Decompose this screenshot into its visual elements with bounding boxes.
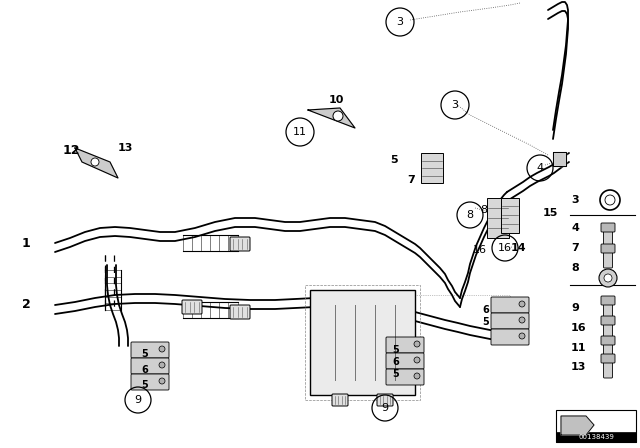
FancyBboxPatch shape (601, 244, 615, 253)
Polygon shape (553, 152, 566, 166)
FancyBboxPatch shape (601, 223, 615, 232)
Circle shape (414, 357, 420, 363)
FancyBboxPatch shape (310, 290, 415, 395)
Circle shape (159, 362, 165, 368)
FancyBboxPatch shape (421, 153, 443, 183)
Text: 5: 5 (392, 369, 399, 379)
Text: 8: 8 (467, 210, 474, 220)
Text: 12: 12 (63, 143, 81, 156)
FancyBboxPatch shape (491, 297, 529, 313)
Text: 13: 13 (571, 362, 586, 372)
FancyBboxPatch shape (601, 336, 615, 345)
Circle shape (604, 274, 612, 282)
Circle shape (519, 333, 525, 339)
Text: 3: 3 (571, 195, 579, 205)
Text: 7: 7 (571, 243, 579, 253)
FancyBboxPatch shape (487, 198, 509, 238)
Text: 5: 5 (392, 345, 399, 355)
Circle shape (414, 341, 420, 347)
Text: 4: 4 (536, 163, 543, 173)
Text: 14: 14 (511, 243, 527, 253)
FancyBboxPatch shape (556, 410, 636, 442)
Text: 3: 3 (397, 17, 403, 27)
Text: 00138439: 00138439 (578, 434, 614, 440)
Text: 10: 10 (328, 95, 344, 105)
FancyBboxPatch shape (604, 358, 612, 378)
Text: 11: 11 (293, 127, 307, 137)
FancyBboxPatch shape (230, 237, 250, 251)
FancyBboxPatch shape (230, 305, 250, 319)
FancyBboxPatch shape (386, 353, 424, 369)
Text: 5: 5 (390, 155, 397, 165)
Text: 8: 8 (571, 263, 579, 273)
Text: 6: 6 (392, 357, 399, 367)
FancyBboxPatch shape (604, 227, 612, 249)
Text: 9: 9 (381, 403, 388, 413)
Text: 16: 16 (473, 245, 487, 255)
FancyBboxPatch shape (604, 248, 612, 268)
FancyBboxPatch shape (491, 329, 529, 345)
Text: 5: 5 (483, 317, 489, 327)
FancyBboxPatch shape (386, 369, 424, 385)
Circle shape (159, 378, 165, 384)
Text: 2: 2 (22, 298, 31, 311)
Circle shape (599, 269, 617, 287)
Circle shape (91, 158, 99, 166)
Circle shape (519, 317, 525, 323)
FancyBboxPatch shape (604, 300, 612, 320)
FancyBboxPatch shape (601, 296, 615, 305)
Circle shape (159, 346, 165, 352)
FancyBboxPatch shape (386, 337, 424, 353)
FancyBboxPatch shape (131, 358, 169, 374)
FancyBboxPatch shape (495, 325, 515, 339)
FancyBboxPatch shape (556, 432, 636, 442)
FancyBboxPatch shape (501, 198, 519, 233)
Text: 9: 9 (134, 395, 141, 405)
FancyBboxPatch shape (332, 394, 348, 406)
FancyBboxPatch shape (182, 300, 202, 314)
Text: 1: 1 (22, 237, 31, 250)
FancyBboxPatch shape (491, 313, 529, 329)
Text: 9: 9 (571, 303, 579, 313)
FancyBboxPatch shape (604, 340, 612, 360)
Polygon shape (308, 108, 355, 128)
Text: 6: 6 (483, 305, 489, 315)
FancyBboxPatch shape (604, 320, 612, 340)
FancyBboxPatch shape (131, 374, 169, 390)
Circle shape (519, 301, 525, 307)
Text: 11: 11 (571, 343, 586, 353)
Polygon shape (75, 148, 118, 178)
Text: 5: 5 (141, 380, 148, 390)
Text: 13: 13 (118, 143, 133, 153)
FancyBboxPatch shape (131, 342, 169, 358)
Text: 16: 16 (498, 243, 512, 253)
Text: 16: 16 (571, 323, 587, 333)
Polygon shape (561, 416, 594, 435)
FancyBboxPatch shape (601, 316, 615, 325)
Text: 5: 5 (141, 349, 148, 359)
Text: 3: 3 (451, 100, 458, 110)
Text: 6: 6 (141, 365, 148, 375)
Circle shape (333, 111, 343, 121)
FancyBboxPatch shape (377, 394, 393, 406)
Circle shape (414, 373, 420, 379)
Text: 15: 15 (543, 208, 558, 218)
Text: 8: 8 (480, 205, 487, 215)
Text: 4: 4 (571, 223, 579, 233)
FancyBboxPatch shape (601, 354, 615, 363)
Text: 7: 7 (407, 175, 415, 185)
